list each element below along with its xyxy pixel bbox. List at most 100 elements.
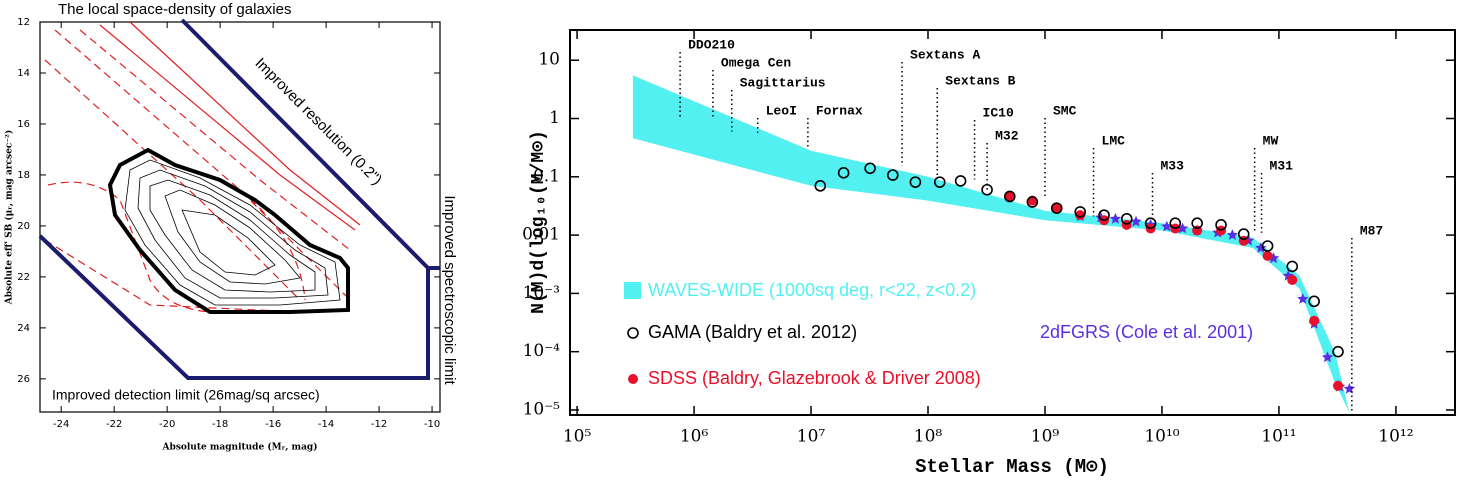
x-tick-label: 10¹² — [1378, 427, 1413, 447]
2dfgrs-point — [1321, 351, 1334, 363]
y-tick-label: 0.01 — [522, 225, 560, 245]
sdss-point — [1287, 274, 1298, 285]
gama-point — [1144, 217, 1157, 230]
y-tick-label: 22 — [17, 272, 30, 283]
2dfgrs-point — [1267, 252, 1280, 264]
gama-point — [864, 162, 876, 175]
galaxy-label: LMC — [1102, 133, 1126, 148]
galaxy-label: DDO210 — [688, 37, 735, 52]
x-tick-label: -24 — [53, 419, 69, 430]
survey-boundary — [38, 18, 440, 380]
y-tick-label: 10 — [538, 50, 560, 70]
x-tick-label: -12 — [371, 419, 387, 430]
gama-point — [954, 175, 967, 187]
y-tick-label: 12 — [17, 17, 30, 28]
y-tick-label: 26 — [17, 374, 30, 385]
2dfgrs-point — [1161, 220, 1173, 232]
sdss-point — [1333, 380, 1344, 391]
gama-point — [814, 180, 827, 192]
right-x-label: Stellar Mass (M⊙) — [915, 456, 1109, 478]
galaxy-label: M32 — [995, 128, 1019, 143]
left-y-label: Absolute eff' SB (μᵣ, mag arcsec⁻²) — [4, 130, 15, 305]
x-tick-label: -18 — [212, 419, 228, 430]
x-tick-label: -10 — [424, 419, 440, 430]
legend-label: GAMA (Baldry et al. 2012) — [648, 322, 857, 342]
annotation: Improved spectroscopic limit — [441, 195, 458, 385]
galaxy-label: M33 — [1160, 158, 1184, 173]
right-y-label: N(M)d(log₁₀(M/M⊙) — [529, 130, 549, 314]
x-tick-label: -16 — [265, 419, 281, 430]
y-tick-label: 10⁻⁵ — [523, 399, 561, 419]
gama-point — [1050, 202, 1063, 214]
annotation: Improved detection limit (26mag/sq arcse… — [52, 387, 320, 403]
gama-point — [1308, 295, 1320, 308]
galaxy-label: Fornax — [816, 103, 863, 118]
x-tick-label: -22 — [106, 419, 122, 430]
left-frame — [39, 21, 441, 413]
galaxy-label: MW — [1263, 133, 1279, 148]
y-tick-label: 14 — [17, 68, 30, 79]
x-tick-label: 10⁵ — [563, 427, 592, 447]
sdss-point — [1309, 315, 1320, 326]
2dfgrs-point — [1109, 212, 1122, 224]
black-contours — [107, 147, 350, 314]
legend-swatch — [624, 282, 641, 299]
gama-point — [837, 167, 850, 179]
gama-point — [1215, 219, 1227, 231]
2dfgrs-point — [1226, 229, 1239, 240]
gama-point — [1003, 190, 1016, 203]
galaxy-label: SMC — [1053, 103, 1077, 118]
y-tick-label: 16 — [17, 119, 30, 130]
x-tick-label: 10¹⁰ — [1144, 427, 1179, 447]
gama-point — [1169, 217, 1182, 230]
x-tick-label: -20 — [159, 419, 175, 430]
galaxy-label: M31 — [1270, 158, 1294, 173]
galaxy-label: Sextans B — [945, 73, 1015, 88]
gama-point — [1332, 345, 1344, 358]
y-tick-label: 20 — [17, 221, 30, 232]
x-tick-label: 10⁶ — [680, 427, 709, 447]
galaxy-label: Omega Cen — [721, 55, 791, 70]
left-x-label: Absolute magnitude (Mᵣ, mag) — [162, 442, 318, 453]
waves-band — [632, 75, 1350, 413]
x-tick-label: 10⁹ — [1031, 427, 1060, 447]
gama-point — [909, 176, 922, 188]
galaxy-label: Sagittarius — [740, 75, 826, 90]
gama-point — [1120, 213, 1133, 225]
x-tick-label: -14 — [318, 419, 334, 430]
x-tick-label: 10⁸ — [914, 427, 943, 447]
left-panel: The local space-density of galaxies Impr… — [4, 1, 459, 453]
gama-point — [886, 169, 899, 181]
right-frame — [569, 29, 1456, 416]
gama-point — [1191, 217, 1203, 230]
y-tick-label: 10⁻³ — [523, 283, 560, 303]
y-tick-label: 18 — [17, 170, 30, 181]
red-contours — [44, 21, 361, 313]
x-tick-label: 10⁷ — [797, 427, 826, 447]
gama-point — [1237, 228, 1250, 240]
gama-point — [1098, 209, 1110, 221]
legend-swatch — [628, 374, 638, 384]
y-tick-label: 1 — [549, 108, 560, 128]
y-tick-label: 10⁻⁴ — [523, 341, 561, 361]
galaxy-label: IC10 — [983, 105, 1014, 120]
y-tick-label: 0.1 — [533, 166, 560, 186]
sdss-point — [1051, 203, 1062, 214]
gama-point — [981, 183, 993, 196]
2dfgrs-point — [1297, 293, 1309, 304]
legend-swatch — [627, 327, 639, 339]
legend-label: SDSS (Baldry, Glazebrook & Driver 2008) — [648, 368, 981, 388]
2dfgrs-point — [1130, 215, 1142, 227]
x-tick-label: 10¹¹ — [1261, 427, 1296, 447]
gama-point — [1026, 196, 1039, 208]
legend-label: WAVES-WIDE (1000sq deg, r<22, z<0.2) — [648, 280, 976, 300]
legend-label: 2dFGRS (Cole et al. 2001) — [1040, 322, 1253, 342]
left-title: The local space-density of galaxies — [58, 1, 291, 18]
sdss-point — [1262, 250, 1273, 261]
galaxy-label: Sextans A — [910, 47, 980, 62]
2dfgrs-point — [1343, 382, 1356, 394]
galaxy-label: LeoI — [766, 103, 797, 118]
gama-point — [1074, 206, 1086, 218]
y-tick-label: 24 — [17, 323, 30, 334]
